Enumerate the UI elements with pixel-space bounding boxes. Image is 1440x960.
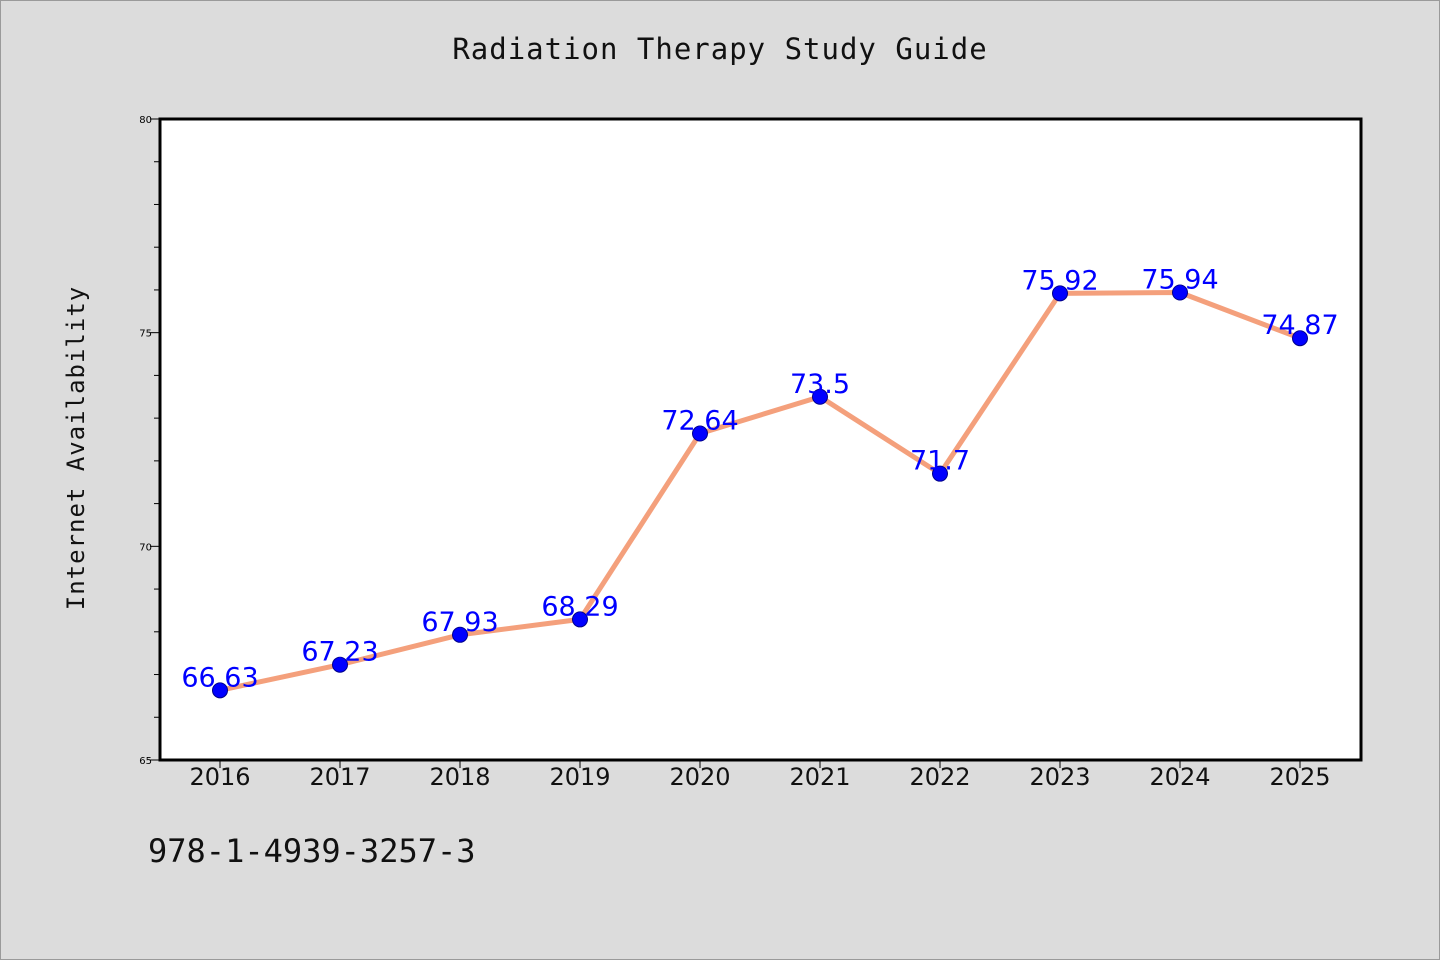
data-label: 72.64: [661, 406, 738, 437]
x-tick-label: 2022: [909, 763, 970, 791]
data-point: [692, 425, 708, 442]
data-label: 75.94: [1141, 264, 1218, 295]
data-point: [1292, 330, 1308, 347]
data-label: 73.5: [790, 369, 850, 400]
data-label: 74.87: [1261, 310, 1338, 341]
series-line: [217, 289, 1303, 693]
data-point: [1172, 284, 1188, 301]
data-label: 66.63: [181, 662, 258, 693]
data-point: [932, 465, 948, 482]
x-tick-label: 2020: [669, 763, 730, 791]
isbn-text: 978-1-4939-3257-3: [148, 832, 476, 870]
x-axis: 2016 2017 2018 2019 2020 2021 2022 2023 2024 2025: [189, 760, 1331, 791]
x-tick-label: 2021: [789, 763, 850, 791]
x-tick-label: 2019: [549, 763, 610, 791]
data-label: 67.93: [421, 607, 498, 638]
data-point: [212, 682, 228, 699]
data-label: 67.23: [301, 637, 378, 668]
x-tick-label: 2016: [189, 763, 250, 791]
plot-area: [158, 117, 1363, 762]
x-tick-label: 2024: [1149, 763, 1210, 791]
x-tick-label: 2023: [1029, 763, 1090, 791]
y-axis: 65 70 75 80: [139, 115, 160, 767]
y-axis-label: Internet Availability: [62, 286, 90, 610]
y-tick-label: 80: [139, 115, 152, 126]
y-tick-label: 70: [139, 542, 152, 553]
y-tick-label: 65: [139, 756, 152, 767]
series-layer: 66.63 67.23 67.93 68.29 72.64 73.5 71.7 75.92 75…: [181, 264, 1339, 699]
data-point: [1052, 285, 1068, 302]
x-tick-label: 2018: [429, 763, 490, 791]
data-point: [572, 611, 588, 628]
chart-title: Radiation Therapy Study Guide: [452, 32, 988, 66]
data-label: 68.29: [541, 591, 618, 622]
data-point: [332, 656, 348, 673]
data-point: [812, 388, 828, 405]
y-tick-label: 75: [139, 329, 152, 340]
x-tick-label: 2017: [309, 763, 370, 791]
data-label: 75.92: [1021, 265, 1098, 296]
data-label: 71.7: [910, 446, 970, 477]
x-tick-label: 2025: [1269, 763, 1330, 791]
data-point: [452, 626, 468, 643]
